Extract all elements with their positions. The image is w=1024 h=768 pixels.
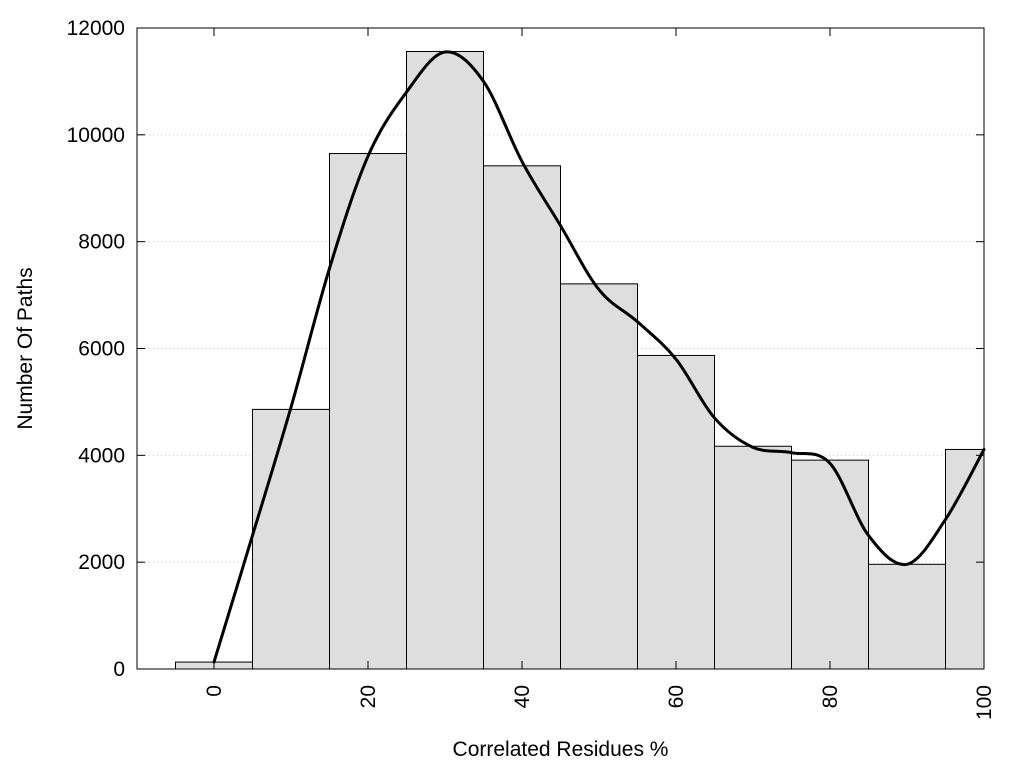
bar-50 xyxy=(560,283,638,670)
x-tick-label: 0 xyxy=(203,685,226,697)
x-tick-label: 40 xyxy=(511,685,534,708)
bar-10 xyxy=(252,408,330,670)
x-axis: 0 20 40 60 80 100 xyxy=(203,28,996,720)
y-axis-title: Number Of Paths xyxy=(14,267,37,429)
x-tick-label: 20 xyxy=(357,685,380,708)
bar-30 xyxy=(406,51,484,670)
bar-90 xyxy=(868,563,946,670)
x-tick-label: 80 xyxy=(819,685,842,708)
bar-40 xyxy=(483,165,561,670)
x-tick-label: 60 xyxy=(665,685,688,708)
y-axis: 0 2000 4000 6000 8000 10000 12000 xyxy=(67,17,984,681)
y-tick-label: 0 xyxy=(113,658,125,681)
bar-series xyxy=(175,51,985,670)
y-tick-label: 10000 xyxy=(67,124,125,147)
bar-100 xyxy=(945,448,985,670)
smoothed-distribution-line xyxy=(212,50,986,664)
y-tick-label: 8000 xyxy=(78,231,125,254)
y-tick-label: 4000 xyxy=(78,444,125,467)
bar-80 xyxy=(791,459,869,670)
smoothed-curve-layer xyxy=(212,50,986,664)
y-tick-label: 2000 xyxy=(78,551,125,574)
bar-70 xyxy=(714,445,792,670)
y-tick-label: 12000 xyxy=(67,17,125,40)
y-tick-label: 6000 xyxy=(78,338,125,361)
x-tick-label: 100 xyxy=(973,685,996,720)
x-axis-title: Correlated Residues % xyxy=(453,738,669,761)
